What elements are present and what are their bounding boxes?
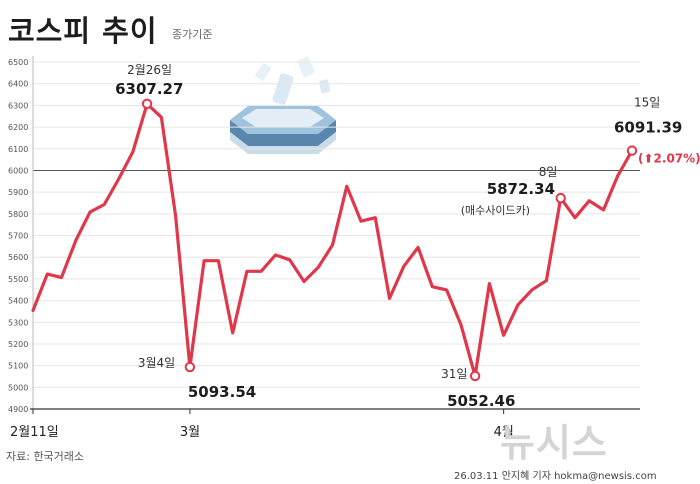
y-tick-label: 5900	[8, 188, 28, 197]
annotation-value: 5872.34	[487, 180, 555, 198]
x-tick-label: 4월	[494, 425, 514, 440]
annotation-date: 15일	[634, 96, 660, 110]
y-tick-label: 4900	[8, 405, 28, 414]
data-point-marker	[141, 98, 153, 109]
y-tick-label: 6100	[8, 145, 28, 154]
data-point-marker	[469, 370, 481, 382]
source-note: 자료: 한국거래소	[6, 450, 85, 463]
series-line	[31, 102, 634, 378]
y-tick-label: 5400	[8, 297, 28, 306]
annotation-value: 5093.54	[188, 383, 256, 401]
y-tick-label: 6500	[8, 58, 28, 67]
x-tick-label: 3월	[180, 425, 200, 440]
credit-line: 26.03.11 안지혜 기자 hokma@newsis.com	[454, 471, 657, 482]
x-tick-label: 2월11일	[10, 425, 59, 440]
y-tick-label: 5500	[8, 275, 28, 284]
annotation-value: 6091.39	[614, 119, 682, 137]
annotation-note: (매수사이드카)	[461, 204, 530, 217]
y-tick-label: 6200	[8, 123, 28, 132]
y-tick-label: 5300	[8, 318, 28, 327]
data-point-marker	[555, 192, 566, 204]
y-tick-label: 5800	[8, 210, 28, 219]
chart-title: 코스피 추이	[8, 14, 158, 48]
y-tick-label: 5600	[8, 253, 28, 262]
annotation-date: 8일	[539, 165, 558, 179]
annotation-value: 5052.46	[447, 392, 515, 410]
y-tick-label: 6400	[8, 80, 28, 89]
annotation-date: 3월4일	[138, 356, 175, 370]
data-point-marker	[626, 145, 638, 156]
y-tick-label: 5100	[8, 362, 28, 371]
y-tick-label: 6300	[8, 101, 28, 110]
data-point-marker	[184, 361, 196, 373]
change-indicator: (⬆2.07%)	[638, 152, 700, 166]
y-tick-label: 5000	[8, 383, 28, 392]
annotation-value: 6307.27	[115, 80, 183, 98]
annotation-date: 31일	[441, 367, 467, 381]
newsis-logo: 뉴시스	[500, 421, 608, 465]
annotation-date: 2월26일	[127, 63, 172, 77]
y-tick-label: 5200	[8, 340, 28, 349]
chart-subtitle: 종가기준	[172, 28, 213, 41]
y-tick-label: 6000	[8, 166, 28, 175]
y-tick-label: 5700	[8, 232, 28, 241]
